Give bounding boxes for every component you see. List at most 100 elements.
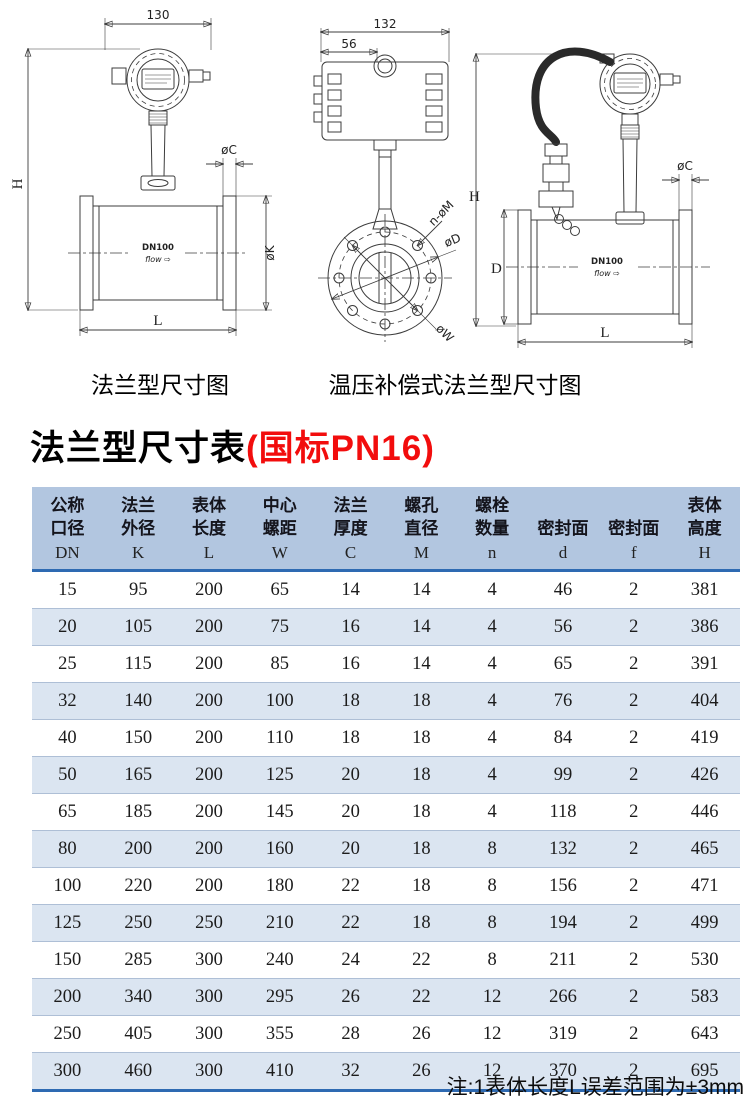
dim-label-L: L [600, 325, 609, 341]
table-cell: 132 [527, 830, 599, 868]
table-cell: 2 [598, 793, 670, 831]
dim-label-L: L [153, 313, 162, 329]
table-cell: 118 [527, 793, 599, 831]
table-cell: 240 [244, 941, 316, 979]
left-drawing-caption: 法兰型尺寸图 [91, 372, 229, 398]
table-cell: 16 [315, 645, 386, 683]
column-header-f: 密封面 f [598, 487, 670, 572]
table-cell: 22 [315, 867, 386, 905]
table-cell: 24 [315, 941, 386, 979]
right-drawing-caption: 温压补偿式法兰型尺寸图 [328, 372, 582, 398]
column-header-n: 螺栓 数量 n [456, 487, 528, 572]
table-cell: 80 [32, 830, 103, 868]
table-row-dn-50: 50 165 200 125 20 18 4 99 2 426 [32, 756, 740, 794]
table-cell: 220 [102, 867, 174, 905]
column-header-L: 表体 长度 L [173, 487, 245, 572]
table-cell: 18 [385, 719, 457, 757]
table-cell: 2 [598, 1052, 670, 1092]
table-cell: 18 [385, 867, 457, 905]
column-header-d: 密封面 d [527, 487, 599, 572]
table-cell: 405 [102, 1015, 174, 1053]
table-cell: 2 [598, 682, 670, 720]
table-cell: 2 [598, 867, 670, 905]
table-cell: 200 [173, 682, 245, 720]
table-cell: 386 [669, 608, 740, 646]
table-cell: 95 [102, 570, 174, 609]
table-cell: 26 [315, 978, 386, 1016]
table-cell: 4 [456, 645, 528, 683]
table-cell: 499 [669, 904, 740, 942]
table-cell: 14 [315, 570, 386, 609]
dim-label-oc: øC [221, 143, 237, 157]
table-cell: 355 [244, 1015, 316, 1053]
table-cell: 100 [244, 682, 316, 720]
table-cell: 32 [32, 682, 103, 720]
table-cell: 340 [102, 978, 174, 1016]
table-cell: 391 [669, 645, 740, 683]
table-cell: 8 [456, 867, 528, 905]
column-header-C: 法兰 厚度 C [315, 487, 386, 572]
table-cell: 250 [102, 904, 174, 942]
body-label-dn100: DN100 [591, 257, 623, 267]
table-title-standard: (国标PN16) [246, 429, 435, 468]
dim-label-130: 130 [147, 8, 170, 22]
table-cell: 8 [456, 904, 528, 942]
table-cell: 266 [527, 978, 599, 1016]
table-cell: 76 [527, 682, 599, 720]
table-cell: 419 [669, 719, 740, 757]
table-cell: 125 [32, 904, 103, 942]
table-cell: 300 [173, 978, 245, 1016]
table-cell: 300 [173, 941, 245, 979]
table-title: 法兰型尺寸表(国标PN16) [30, 420, 435, 471]
table-cell: 18 [385, 682, 457, 720]
table-cell: 200 [173, 793, 245, 831]
table-cell: 4 [456, 682, 528, 720]
table-cell: 285 [102, 941, 174, 979]
table-cell: 12 [456, 978, 528, 1016]
table-cell: 370 [527, 1052, 599, 1092]
table-body: 15 95 200 65 14 14 4 46 2 381 20 105 200 75 16 14 4 56 2 38… [32, 570, 740, 1092]
table-cell: 2 [598, 1015, 670, 1053]
table-cell: 46 [527, 570, 599, 609]
table-cell: 210 [244, 904, 316, 942]
table-cell: 194 [527, 904, 599, 942]
table-row-dn-100: 100 220 200 180 22 18 8 156 2 471 [32, 867, 740, 905]
dim-label-oc: øC [677, 159, 693, 173]
table-cell: 65 [244, 570, 316, 609]
table-cell: 2 [598, 978, 670, 1016]
table-cell: 18 [385, 793, 457, 831]
table-cell: 530 [669, 941, 740, 979]
table-cell: 200 [173, 830, 245, 868]
table-cell: 319 [527, 1015, 599, 1053]
table-cell: 8 [456, 830, 528, 868]
table-cell: 460 [102, 1052, 174, 1092]
table-row-dn-40: 40 150 200 110 18 18 4 84 2 419 [32, 719, 740, 757]
table-cell: 18 [385, 756, 457, 794]
table-row-dn-32: 32 140 200 100 18 18 4 76 2 404 [32, 682, 740, 720]
table-cell: 20 [32, 608, 103, 646]
table-cell: 140 [102, 682, 174, 720]
table-row-dn-65: 65 185 200 145 20 18 4 118 2 446 [32, 793, 740, 831]
table-cell: 50 [32, 756, 103, 794]
table-cell: 115 [102, 645, 174, 683]
table-cell: 180 [244, 867, 316, 905]
table-cell: 300 [173, 1015, 245, 1053]
compensated-type-drawing: H D DN100 flow ⇨ øC [469, 47, 710, 348]
table-row-dn-80: 80 200 200 160 20 18 8 132 2 465 [32, 830, 740, 868]
table-cell: 14 [385, 608, 457, 646]
table-cell: 4 [456, 719, 528, 757]
table-cell: 465 [669, 830, 740, 868]
table-cell: 12 [456, 1015, 528, 1053]
table-cell: 20 [315, 793, 386, 831]
flow-direction-label: flow ⇨ [145, 255, 171, 264]
column-header-H: 表体 高度 H [669, 487, 740, 572]
table-cell: 26 [385, 1052, 457, 1092]
table-cell: 22 [385, 978, 457, 1016]
table-cell: 165 [102, 756, 174, 794]
table-cell: 56 [527, 608, 599, 646]
table-footnote: 注:1表体长度L误差范围为±3mm [446, 1076, 744, 1099]
table-cell: 185 [102, 793, 174, 831]
table-cell: 16 [315, 608, 386, 646]
table-cell: 22 [315, 904, 386, 942]
